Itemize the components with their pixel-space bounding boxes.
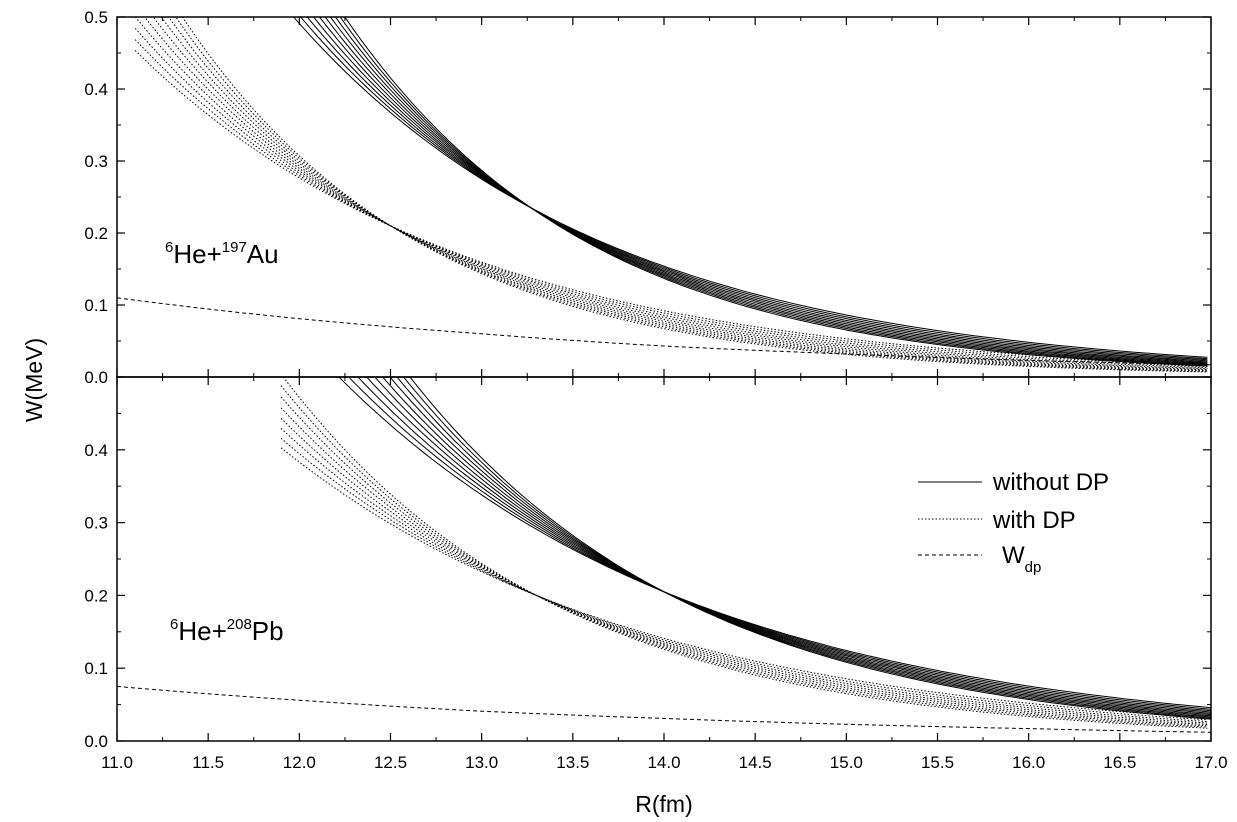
axis-ticks: 11.0 11.5 12.0 12.5 13.0 13.5 14.0 14.5 15.0 15.5… xyxy=(84,8,1227,772)
y-tick-label: 0.2 xyxy=(84,586,108,605)
x-tick-label: 16.0 xyxy=(1012,753,1045,772)
panel-bottom: 6He+208Pb xyxy=(116,376,1212,742)
series-solid-top-9 xyxy=(339,17,1208,366)
y-tick-label: 0.4 xyxy=(84,441,108,460)
x-axis-title: R(fm) xyxy=(635,791,692,817)
series-solid-bottom-1 xyxy=(338,377,1211,709)
y-tick-label: 0.2 xyxy=(84,224,108,243)
series-dotted-top-8 xyxy=(168,17,1208,372)
series-dotted-bottom-3 xyxy=(280,428,1208,722)
legend: without DP with DP Wdp xyxy=(918,469,1109,576)
series-dotted-bottom-7 xyxy=(280,385,1208,728)
series-dotted-top-5 xyxy=(144,17,1208,369)
x-tick-label: 13.0 xyxy=(465,753,498,772)
x-tick-label: 14.5 xyxy=(739,753,772,772)
series-solid-top-6 xyxy=(324,17,1208,364)
series-solid-top-4 xyxy=(312,17,1208,362)
x-tick-label: 17.0 xyxy=(1194,753,1227,772)
series-dotted-bottom-1 xyxy=(280,447,1208,719)
series-solid-bottom-7 xyxy=(389,377,1211,717)
series-solid-top-10 xyxy=(344,17,1208,367)
x-tick-label: 15.5 xyxy=(921,753,954,772)
series-wdp-top xyxy=(117,297,1211,366)
series-dotted-top-3 xyxy=(134,28,1208,368)
x-tick-label: 12.5 xyxy=(374,753,407,772)
x-tick-label: 12.0 xyxy=(283,753,316,772)
series-solid-top-7 xyxy=(329,17,1208,365)
y-tick-label: 0.1 xyxy=(84,296,108,315)
series-solid-bottom-6 xyxy=(382,377,1211,716)
series-dotted-bottom-8 xyxy=(282,377,1208,729)
series-dotted-top-10 xyxy=(181,17,1208,373)
panel-label-bottom: 6He+208Pb xyxy=(170,616,284,646)
series-solid-top-8 xyxy=(334,17,1208,366)
y-tick-label: 0.3 xyxy=(84,152,108,171)
x-tick-label: 15.0 xyxy=(830,753,863,772)
y-tick-label: 0.0 xyxy=(84,368,108,387)
series-solid-top-2 xyxy=(299,17,1208,360)
series-solid-bottom-3 xyxy=(357,377,1211,712)
panel-label-top: 6He+197Au xyxy=(165,239,279,269)
x-tick-label: 16.5 xyxy=(1103,753,1136,772)
y-tick-label: 0.5 xyxy=(84,8,108,27)
y-axis-title: W(MeV) xyxy=(21,338,47,422)
series-solid-top-5 xyxy=(318,17,1208,363)
panel-top-frame xyxy=(116,16,1212,378)
series-solid-bottom-4 xyxy=(365,377,1211,713)
series-solid-top-1 xyxy=(292,17,1208,358)
x-tick-label: 14.0 xyxy=(647,753,680,772)
series-wdp-bottom xyxy=(117,685,1211,733)
series-solid-bottom-8 xyxy=(396,377,1211,718)
series-dotted-bottom-4 xyxy=(280,417,1208,724)
curves-top xyxy=(117,17,1211,373)
y-tick-label: 0.4 xyxy=(84,80,108,99)
series-dotted-bottom-6 xyxy=(280,396,1208,727)
curves-bottom xyxy=(117,377,1211,733)
series-solid-bottom-10 xyxy=(409,377,1211,720)
panel-top: 6He+197Au xyxy=(116,16,1212,378)
series-solid-bottom-5 xyxy=(374,377,1211,714)
series-dotted-bottom-2 xyxy=(280,437,1208,721)
y-tick-label: 0.0 xyxy=(84,732,108,751)
series-dotted-top-1 xyxy=(134,50,1208,365)
series-dotted-top-9 xyxy=(175,17,1208,372)
series-dotted-top-2 xyxy=(134,39,1208,366)
series-solid-bottom-9 xyxy=(403,377,1211,719)
legend-label-with-dp: with DP xyxy=(992,507,1076,534)
series-solid-top-3 xyxy=(306,17,1208,361)
x-tick-label: 11.5 xyxy=(192,753,224,772)
series-dotted-bottom-5 xyxy=(280,407,1208,725)
series-solid-bottom-2 xyxy=(347,377,1211,710)
y-tick-label: 0.1 xyxy=(84,659,108,678)
legend-label-without-dp: without DP xyxy=(992,469,1109,496)
x-tick-label: 13.5 xyxy=(556,753,589,772)
y-tick-label: 0.3 xyxy=(84,514,108,533)
legend-label-wdp: Wdp xyxy=(1002,542,1041,576)
series-dotted-top-4 xyxy=(134,17,1208,369)
x-tick-label: 11.0 xyxy=(101,753,133,772)
panel-bottom-frame xyxy=(116,376,1212,742)
